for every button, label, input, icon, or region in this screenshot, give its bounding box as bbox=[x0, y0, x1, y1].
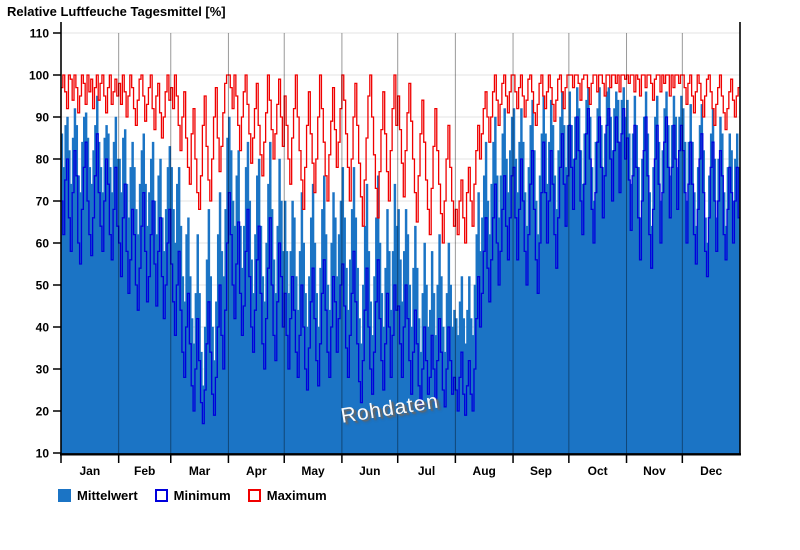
series-minimum-line bbox=[61, 107, 740, 425]
legend-swatch-minimum bbox=[154, 489, 168, 502]
legend-item-mittelwert: Mittelwert bbox=[58, 488, 138, 503]
y-tick-label-80: 80 bbox=[36, 153, 50, 167]
legend-label-maximum: Maximum bbox=[266, 488, 327, 503]
series-mittelwert-area bbox=[60, 87, 741, 454]
x-month-label-Feb: Feb bbox=[134, 464, 155, 478]
legend-label-mittelwert: Mittelwert bbox=[77, 488, 138, 503]
y-tick-label-30: 30 bbox=[36, 363, 50, 377]
y-tick-label-90: 90 bbox=[36, 111, 50, 125]
x-month-label-Jul: Jul bbox=[418, 464, 435, 478]
chart-legend: Mittelwert Minimum Maximum bbox=[58, 488, 327, 503]
y-tick-label-20: 20 bbox=[36, 405, 50, 419]
x-month-label-Oct: Oct bbox=[588, 464, 608, 478]
legend-swatch-mittelwert bbox=[58, 489, 71, 502]
legend-swatch-maximum bbox=[247, 489, 261, 502]
x-month-label-Sep: Sep bbox=[530, 464, 552, 478]
x-month-label-Aug: Aug bbox=[473, 464, 496, 478]
x-month-label-Dec: Dec bbox=[700, 464, 722, 478]
x-month-label-Nov: Nov bbox=[643, 464, 666, 478]
y-tick-label-100: 100 bbox=[29, 69, 49, 83]
chart-title: Relative Luftfeuche Tagesmittel [%] bbox=[7, 4, 226, 19]
series-maximum-line bbox=[61, 74, 740, 244]
y-tick-label-70: 70 bbox=[36, 195, 50, 209]
y-tick-label-110: 110 bbox=[30, 27, 50, 41]
x-month-label-Mar: Mar bbox=[189, 464, 211, 478]
x-month-label-May: May bbox=[301, 464, 325, 478]
x-month-label-Jan: Jan bbox=[79, 464, 100, 478]
x-month-label-Jun: Jun bbox=[359, 464, 380, 478]
y-tick-label-40: 40 bbox=[36, 321, 50, 335]
y-tick-label-50: 50 bbox=[36, 279, 50, 293]
y-tick-label-60: 60 bbox=[36, 237, 50, 251]
x-month-label-Apr: Apr bbox=[246, 464, 267, 478]
legend-label-minimum: Minimum bbox=[173, 488, 231, 503]
y-tick-label-10: 10 bbox=[36, 447, 50, 461]
legend-item-minimum: Minimum bbox=[154, 488, 231, 503]
legend-item-maximum: Maximum bbox=[247, 488, 327, 503]
